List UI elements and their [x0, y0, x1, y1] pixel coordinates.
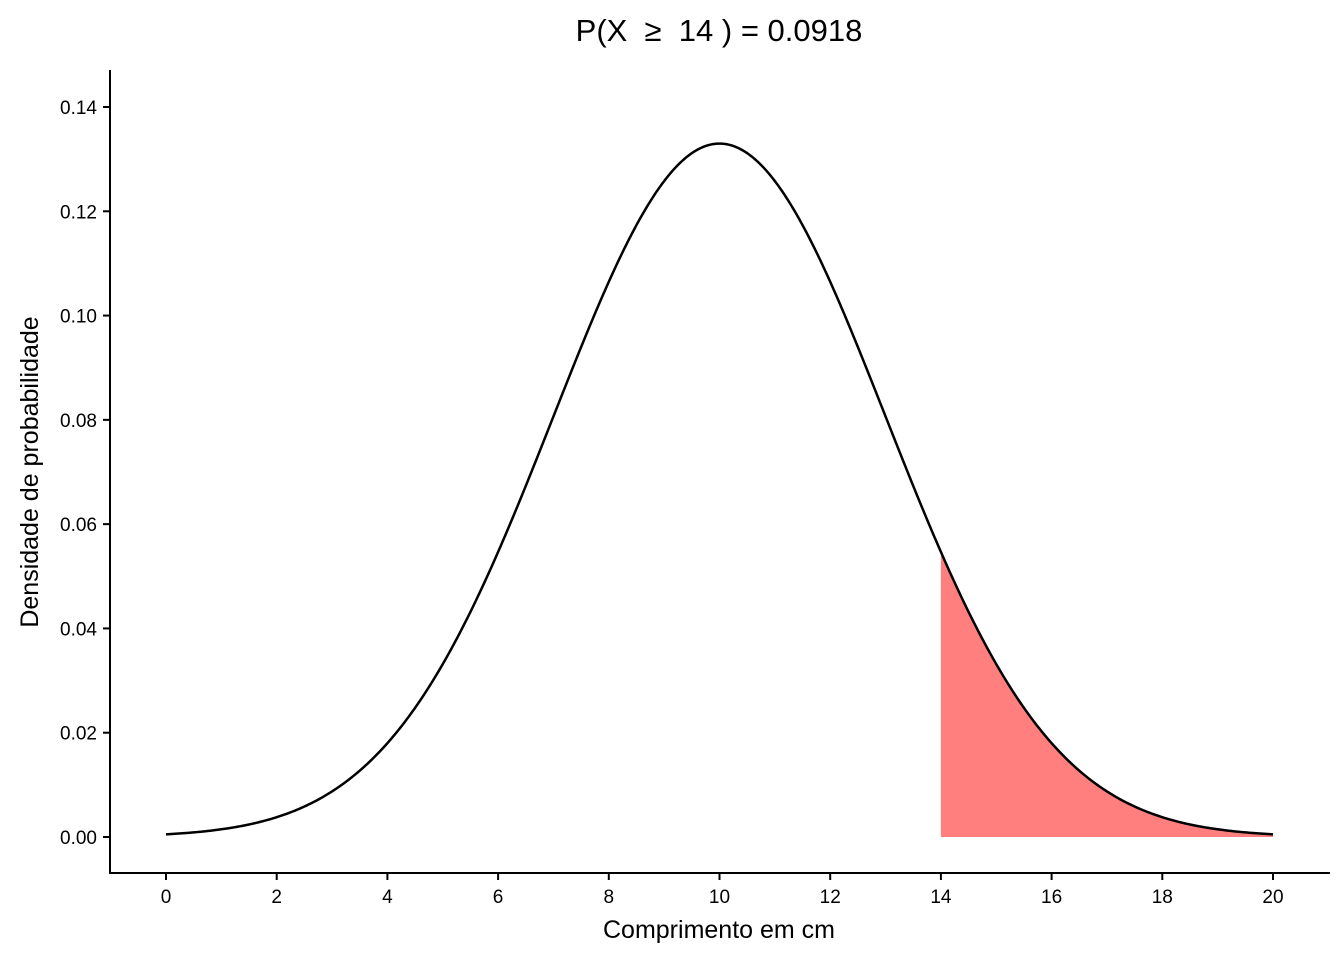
y-tick-label: 0.00 [60, 828, 97, 849]
x-tick-label: 6 [493, 887, 504, 908]
y-axis-label: Densidade de probabilidade [16, 316, 44, 627]
plot-area [165, 142, 1274, 837]
x-tick-label: 8 [604, 887, 615, 908]
x-tick-label: 10 [709, 887, 730, 908]
x-tick-label: 12 [820, 887, 841, 908]
y-tick-label: 0.14 [60, 98, 97, 119]
x-tick-label: 18 [1152, 887, 1173, 908]
x-tick-label: 14 [930, 887, 952, 908]
x-tick-label: 20 [1262, 887, 1283, 908]
y-tick-label: 0.08 [60, 411, 97, 432]
x-tick-label: 16 [1041, 887, 1062, 908]
x-tick-label: 0 [161, 887, 172, 908]
y-tick-label: 0.02 [60, 724, 97, 745]
y-tick-label: 0.12 [60, 202, 97, 223]
shaded-tail-area [940, 551, 1273, 837]
density-curve [165, 142, 1274, 836]
x-axis-ticks: 0 2 4 6 8 10 12 14 16 18 20 [161, 873, 1284, 908]
chart-title: P(X ≥ 14 ) = 0.0918 [576, 13, 863, 48]
y-tick-label: 0.04 [60, 619, 97, 640]
y-axis-ticks: 0.00 0.02 0.04 0.06 0.08 0.10 0.12 0.14 [60, 98, 110, 849]
y-tick-label: 0.06 [60, 515, 97, 536]
x-tick-label: 2 [271, 887, 282, 908]
y-tick-label: 0.10 [60, 307, 97, 328]
x-tick-label: 4 [382, 887, 393, 908]
x-axis-label: Comprimento em cm [603, 916, 835, 944]
